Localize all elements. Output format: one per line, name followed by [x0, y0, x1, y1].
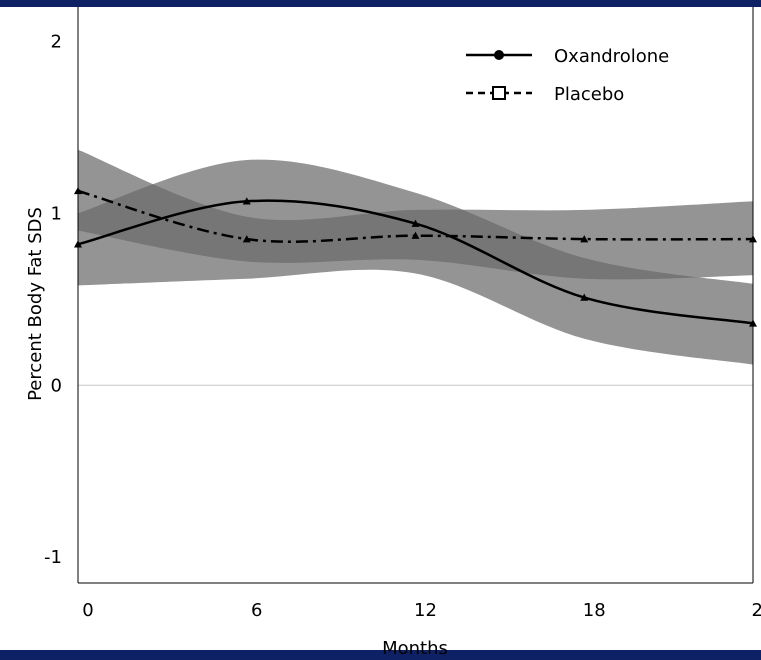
band-oxandrolone: [78, 159, 753, 365]
y-tick-label-1: 1: [51, 203, 62, 224]
legend-label-oxandrolone: Oxandrolone: [554, 46, 669, 67]
legend-marker-placebo: [492, 86, 506, 100]
confidence-bands: [78, 149, 753, 365]
x-tick-label-24: 24: [752, 600, 761, 621]
x-tick-label-6: 6: [251, 600, 262, 621]
axes: [77, 7, 754, 584]
y-tick-label-0: 0: [51, 375, 62, 396]
y-tick-label-2: 2: [51, 31, 62, 52]
point-oxandrolone-12: [411, 219, 420, 227]
x-axis-label: Months: [382, 638, 448, 656]
band-placebo: [78, 149, 753, 280]
legend-label-placebo: Placebo: [554, 84, 624, 105]
x-tick-label-0: 0: [82, 600, 93, 621]
y-axis-label: Percent Body Fat SDS: [25, 207, 46, 401]
point-placebo-6: [242, 235, 251, 243]
legend: Oxandrolone Placebo: [466, 46, 669, 105]
legend-marker-oxandrolone: [494, 50, 504, 60]
point-oxandrolone-6: [242, 197, 251, 205]
point-placebo-12: [411, 231, 420, 239]
point-oxandrolone-18: [580, 293, 589, 301]
point-placebo-18: [580, 235, 589, 243]
x-tick-label-12: 12: [414, 600, 437, 621]
y-tick-label--1: -1: [44, 547, 62, 568]
x-tick-label-18: 18: [583, 600, 606, 621]
